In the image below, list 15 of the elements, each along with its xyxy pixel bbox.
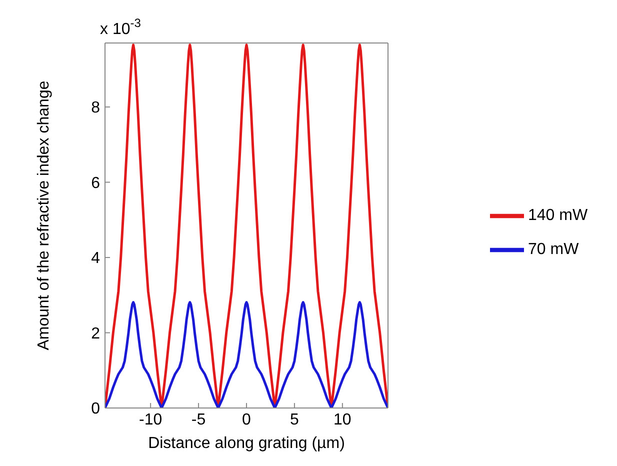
- line-series: [105, 44, 388, 408]
- y-tick-label: 8: [91, 100, 100, 117]
- y-axis-title: Amount of the refractive index change: [36, 80, 53, 350]
- y-tick-label: 6: [91, 174, 100, 192]
- x-tick-label: 5: [290, 411, 300, 428]
- x-tick-label: -10: [139, 411, 162, 428]
- legend-label: 140 mW: [528, 207, 588, 224]
- x-axis-title: Distance along grating (µm): [148, 435, 345, 452]
- x-tick-label: 0: [242, 411, 252, 428]
- x-tick-label: -5: [191, 411, 206, 428]
- x-tick-label: 10: [334, 411, 352, 428]
- text: x 10$^{-3}$: [100, 16, 142, 38]
- legend-label: 70 mW: [528, 241, 579, 258]
- y-tick-label: 4: [91, 250, 100, 268]
- y-tick-label: 2: [91, 325, 100, 342]
